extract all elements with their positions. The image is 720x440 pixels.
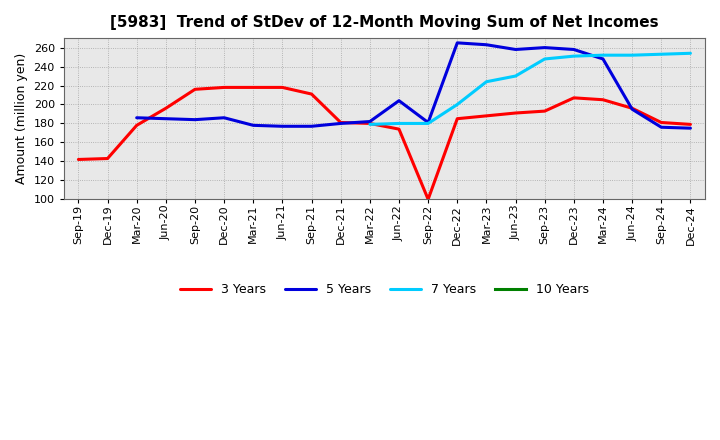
Title: [5983]  Trend of StDev of 12-Month Moving Sum of Net Incomes: [5983] Trend of StDev of 12-Month Moving… xyxy=(110,15,659,30)
Y-axis label: Amount (million yen): Amount (million yen) xyxy=(15,53,28,184)
Legend: 3 Years, 5 Years, 7 Years, 10 Years: 3 Years, 5 Years, 7 Years, 10 Years xyxy=(175,278,594,301)
